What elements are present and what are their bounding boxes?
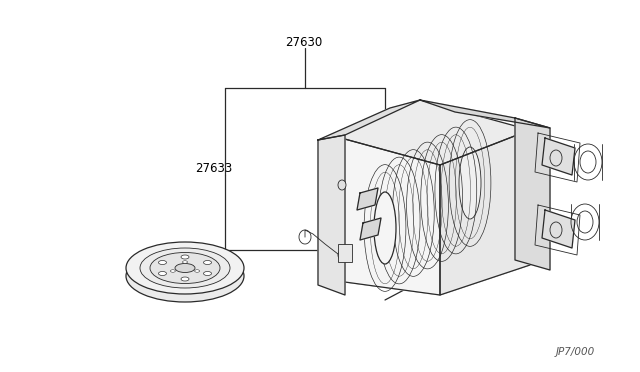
- Ellipse shape: [170, 270, 175, 272]
- Polygon shape: [515, 118, 550, 270]
- Ellipse shape: [150, 253, 220, 283]
- Ellipse shape: [140, 248, 230, 288]
- Polygon shape: [542, 210, 575, 248]
- Ellipse shape: [175, 263, 195, 273]
- Text: 27633: 27633: [195, 161, 232, 174]
- Polygon shape: [420, 100, 550, 128]
- Ellipse shape: [159, 260, 166, 264]
- Ellipse shape: [338, 180, 346, 190]
- Ellipse shape: [374, 192, 396, 264]
- Ellipse shape: [181, 255, 189, 259]
- Ellipse shape: [338, 250, 346, 260]
- Ellipse shape: [195, 270, 200, 272]
- Polygon shape: [318, 100, 420, 140]
- Polygon shape: [440, 130, 530, 295]
- Text: 27630: 27630: [285, 35, 323, 48]
- Ellipse shape: [204, 260, 211, 264]
- Ellipse shape: [459, 147, 481, 219]
- Polygon shape: [330, 135, 440, 295]
- Ellipse shape: [181, 277, 189, 281]
- Ellipse shape: [204, 272, 211, 276]
- Polygon shape: [542, 138, 575, 175]
- Polygon shape: [360, 218, 381, 240]
- Polygon shape: [357, 188, 378, 210]
- Polygon shape: [330, 100, 530, 165]
- Ellipse shape: [182, 261, 188, 263]
- Ellipse shape: [126, 250, 244, 302]
- Bar: [338, 244, 352, 262]
- Ellipse shape: [159, 272, 166, 276]
- Polygon shape: [318, 135, 345, 295]
- Text: JP7/000: JP7/000: [556, 347, 595, 357]
- Ellipse shape: [126, 242, 244, 294]
